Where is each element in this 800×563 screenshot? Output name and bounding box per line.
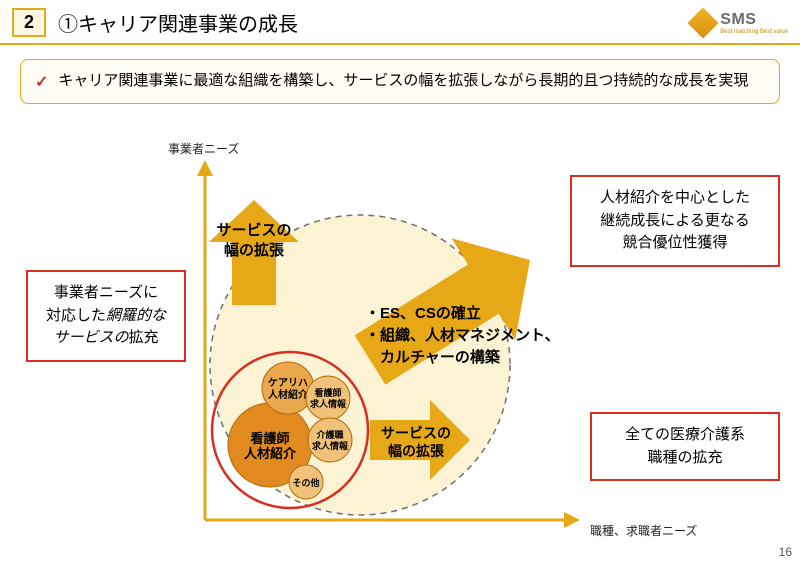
svg-text:求人情報: 求人情報 — [310, 398, 347, 409]
diagram-canvas: サービスの幅の拡張サービスの幅の拡張・ES、CSの確立・組織、人材マネジメント、… — [0, 130, 800, 563]
y-axis-label: 事業者ニーズ — [168, 140, 239, 157]
svg-text:人材紹介: 人材紹介 — [244, 446, 297, 461]
check-icon: ✓ — [35, 72, 48, 92]
svg-text:カルチャーの構築: カルチャーの構築 — [365, 348, 501, 366]
svg-text:人材紹介: 人材紹介 — [268, 388, 309, 401]
svg-text:看護師: 看護師 — [250, 431, 289, 446]
callout-botright: 全ての医療介護系職種の拡充 — [590, 412, 780, 481]
slide-header: 2 ①キャリア関連事業の成長 SMS Best matching Best va… — [0, 0, 800, 45]
summary-box: ✓ キャリア関連事業に最適な組織を構築し、サービスの幅を拡張しながら長期的且つ持… — [20, 59, 780, 104]
svg-text:求人情報: 求人情報 — [312, 440, 349, 451]
logo-subtext: Best matching Best value — [720, 29, 788, 35]
svg-text:ケアリハ: ケアリハ — [268, 377, 308, 389]
summary-text: キャリア関連事業に最適な組織を構築し、サービスの幅を拡張しながら長期的且つ持続的… — [58, 70, 748, 93]
section-number-badge: 2 — [12, 8, 46, 37]
svg-text:介護職: 介護職 — [315, 429, 343, 440]
svg-text:その他: その他 — [292, 477, 319, 488]
svg-text:・ES、CSの確立: ・ES、CSの確立 — [365, 304, 481, 322]
x-axis-label: 職種、求職者ニーズ — [590, 522, 697, 539]
svg-text:・組織、人材マネジメント、: ・組織、人材マネジメント、 — [365, 326, 560, 344]
svg-text:サービスの: サービスの — [216, 222, 291, 239]
svg-text:看護師: 看護師 — [314, 387, 341, 398]
slide-title: ①キャリア関連事業の成長 — [58, 8, 692, 37]
callout-topright: 人材紹介を中心とした継続成長による更なる競合優位性獲得 — [570, 175, 780, 267]
company-logo: SMS Best matching Best value — [692, 11, 788, 35]
svg-text:幅の拡張: 幅の拡張 — [224, 241, 285, 259]
logo-text: SMS — [720, 11, 756, 28]
svg-text:サービスの: サービスの — [381, 425, 451, 441]
svg-text:幅の拡張: 幅の拡張 — [388, 443, 445, 459]
logo-diamond-icon — [688, 7, 719, 38]
page-number: 16 — [779, 545, 792, 559]
callout-left: 事業者ニーズに対応した網羅的なサービスの拡充 — [26, 270, 186, 362]
